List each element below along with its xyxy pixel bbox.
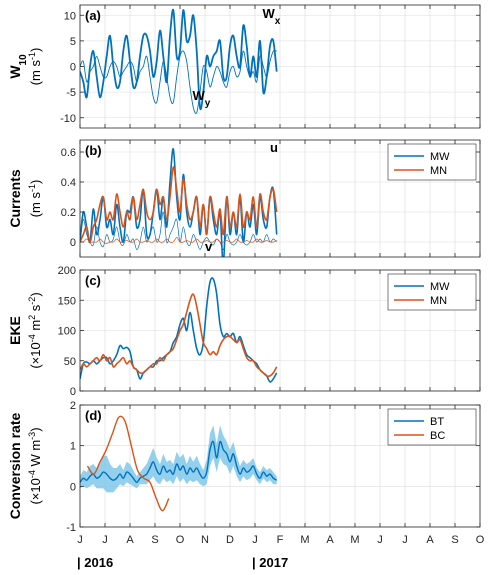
ytick-label: 0 — [70, 62, 76, 74]
panel-label: (a) — [85, 8, 101, 23]
xtick-label: O — [476, 534, 485, 546]
xtick-label: J — [377, 534, 383, 546]
xtick-label: M — [300, 534, 309, 546]
legend-box — [387, 143, 477, 181]
band-BT — [80, 425, 277, 493]
series-v-MN — [80, 237, 277, 244]
legend-label-BC: BC — [430, 430, 445, 442]
ylabel-unit: (×10-4 m2 s-2) — [27, 292, 43, 368]
ytick-label: 10 — [64, 10, 76, 22]
plot-area — [80, 148, 278, 257]
panel-label: (b) — [85, 143, 102, 158]
series-MN — [80, 293, 278, 378]
xtick-label: S — [451, 534, 458, 546]
ylabel-unit: (m s-1) — [27, 48, 43, 86]
xtick-label: A — [426, 534, 434, 546]
panel-label: (d) — [85, 408, 102, 423]
series-BC — [86, 415, 170, 512]
xtick-label: A — [326, 534, 334, 546]
series-Wy — [80, 49, 277, 114]
ytick-label: 200 — [58, 265, 76, 277]
xtick-label: N — [201, 534, 209, 546]
plot-area — [80, 277, 278, 383]
legend: MW MN — [387, 273, 477, 311]
xtick-label: S — [151, 534, 158, 546]
xtick-label: D — [226, 534, 234, 546]
legend-box — [387, 273, 477, 311]
ytick-label: 0 — [70, 237, 76, 249]
ytick-label: 5 — [70, 36, 76, 48]
xtick-label: J — [77, 534, 83, 546]
series-MN — [80, 166, 278, 243]
plot-area — [80, 415, 278, 512]
ytick-label: 0 — [70, 481, 76, 493]
xtick-label: M — [350, 534, 359, 546]
plot-area — [80, 8, 278, 114]
ylabel: EKE — [7, 316, 23, 345]
series-Wx — [80, 8, 278, 111]
panel-c: 0 50 100 150 200 (c) EKE(×10-4 m2 s-2) MW MN — [7, 265, 481, 398]
annotation-v: v — [205, 239, 213, 254]
legend-label-MN: MN — [430, 165, 447, 177]
annotation-u: u — [270, 140, 278, 155]
ytick-label: 0.4 — [61, 177, 76, 189]
xtick-label: A — [126, 534, 134, 546]
xtick-label: O — [176, 534, 185, 546]
ytick-label: 0 — [70, 386, 76, 398]
ytick-label: -1 — [66, 522, 76, 534]
ytick-label: 1 — [70, 441, 76, 453]
ylabel: Conversion rate — [7, 412, 23, 519]
legend: MW MN — [387, 143, 477, 181]
panel-a: -10 -5 0 5 10 (a) W10(m s-1) Wx Wy — [7, 4, 481, 129]
annotation-Wy: Wy — [193, 88, 211, 109]
ytick-label: 0.6 — [61, 147, 76, 159]
xtick-label: F — [277, 534, 284, 546]
legend: BT BC — [387, 408, 477, 446]
xtick-label: J — [252, 534, 258, 546]
series-MW — [80, 277, 278, 383]
legend-label-MW: MW — [430, 281, 450, 293]
ytick-label: 2 — [70, 400, 76, 412]
ylabel: Currents — [7, 169, 23, 228]
year-label: | 2017 — [252, 555, 288, 570]
legend-label-MN: MN — [430, 295, 447, 307]
ytick-label: 100 — [58, 326, 76, 338]
legend-box — [387, 408, 477, 446]
series-BT — [80, 440, 278, 483]
panel-label: (c) — [85, 273, 101, 288]
ytick-label: 0.2 — [61, 207, 76, 219]
ytick-label: 50 — [64, 356, 76, 368]
xtick-label: J — [402, 534, 408, 546]
ytick-label: 150 — [58, 295, 76, 307]
ylabel: W10 — [7, 54, 29, 79]
xtick-label: J — [102, 534, 108, 546]
ytick-label: -5 — [66, 87, 76, 99]
year-label: | 2016 — [77, 555, 113, 570]
panel-d: -1 0 1 2 (d) Conversion rate (×10-4 W m-3) BT BC — [7, 400, 481, 534]
legend-label-BT: BT — [430, 416, 444, 428]
ytick-label: -10 — [60, 113, 76, 125]
legend-label-MW: MW — [430, 151, 450, 163]
series-v-MW — [80, 211, 277, 250]
ylabel-unit: (×10-4 W m-3) — [27, 427, 43, 504]
ylabel-unit: (m s-1) — [27, 180, 43, 218]
panel-b: 0 0.2 0.4 0.6 (b) Currents (m s-1) u v MW MN — [7, 139, 481, 258]
annotation-Wx: Wx — [263, 6, 281, 27]
